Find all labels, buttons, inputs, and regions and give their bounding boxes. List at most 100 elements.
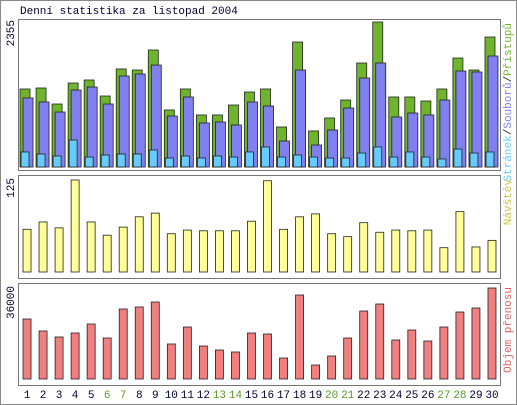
bar xyxy=(134,73,146,168)
legend: Objem přenosu xyxy=(503,287,515,373)
bar xyxy=(279,357,288,380)
bar xyxy=(277,156,286,168)
x-tick-label: 12 xyxy=(197,390,210,402)
x-tick-label: 21 xyxy=(341,390,355,402)
bar xyxy=(182,229,192,273)
bar xyxy=(343,236,353,273)
bar xyxy=(215,230,224,273)
bar xyxy=(439,247,449,273)
bar xyxy=(261,146,270,168)
x-tick-label: 4 xyxy=(72,390,79,402)
bar xyxy=(423,340,433,380)
bar xyxy=(485,151,495,168)
bar xyxy=(118,308,128,380)
panel xyxy=(18,175,501,279)
bar xyxy=(311,364,321,380)
x-tick-label: 25 xyxy=(405,390,418,402)
bar xyxy=(150,212,160,273)
bar xyxy=(102,337,112,380)
bar xyxy=(102,234,112,273)
panel xyxy=(18,19,501,171)
bar xyxy=(180,155,190,168)
legend: Návštěv xyxy=(503,179,515,226)
bar xyxy=(391,229,401,273)
bar xyxy=(439,326,449,380)
bar xyxy=(311,213,321,273)
bar xyxy=(166,343,176,380)
bar xyxy=(134,216,144,273)
x-tick-label: 20 xyxy=(325,390,338,402)
bar xyxy=(229,156,238,168)
x-tick-label: 15 xyxy=(245,390,258,402)
legend-separator: / xyxy=(503,76,515,83)
x-tick-label: 17 xyxy=(277,390,290,402)
bar xyxy=(263,333,272,380)
chart-title: Denní statistika za listopad 2004 xyxy=(20,6,238,18)
x-tick-label: 11 xyxy=(181,390,195,402)
x-tick-label: 28 xyxy=(453,390,466,402)
bar xyxy=(487,239,497,273)
bar xyxy=(86,86,98,168)
bar xyxy=(295,216,304,273)
bar xyxy=(309,156,319,168)
bar xyxy=(359,222,369,273)
bar xyxy=(421,156,431,168)
legend-separator: / xyxy=(503,129,515,136)
panel xyxy=(18,283,501,386)
x-tick-label: 10 xyxy=(165,390,178,402)
x-tick-label: 29 xyxy=(469,390,482,402)
bar xyxy=(247,332,256,380)
x-tick-label: 26 xyxy=(421,390,434,402)
bar xyxy=(231,230,240,273)
bar xyxy=(295,69,306,168)
bar xyxy=(86,221,96,273)
bar xyxy=(469,152,479,168)
x-tick-label: 19 xyxy=(309,390,322,402)
bar xyxy=(134,306,144,380)
bar xyxy=(325,157,335,168)
bar xyxy=(148,149,158,168)
bar xyxy=(375,303,385,380)
x-tick-label: 16 xyxy=(261,390,274,402)
bar xyxy=(487,55,499,168)
bar xyxy=(213,155,222,168)
legend: Stránek/Souborů/Přístupů xyxy=(502,23,515,181)
bar xyxy=(166,233,176,273)
x-tick-label: 18 xyxy=(293,390,306,402)
x-tick-label: 9 xyxy=(152,390,159,402)
bar xyxy=(38,330,48,380)
bar xyxy=(196,157,206,168)
legend-entry: Souborů xyxy=(502,82,515,128)
bar xyxy=(343,337,353,380)
bar xyxy=(70,179,80,273)
legend-entry: Přístupů xyxy=(502,23,515,76)
bar xyxy=(182,326,192,380)
x-tick-label: 3 xyxy=(56,390,63,402)
bar xyxy=(423,229,433,273)
bar xyxy=(437,158,447,168)
bar xyxy=(359,310,369,380)
bar xyxy=(22,228,32,273)
bar xyxy=(100,154,110,168)
bar xyxy=(215,349,224,380)
bar xyxy=(132,153,142,168)
x-tick-label: 27 xyxy=(437,390,450,402)
bar xyxy=(38,221,48,273)
x-tick-label: 24 xyxy=(389,390,403,402)
y-tick-label: 125 xyxy=(6,178,18,198)
bar xyxy=(439,99,451,168)
bar xyxy=(327,233,337,273)
bar xyxy=(405,151,415,168)
bar xyxy=(279,228,288,273)
bar xyxy=(293,154,302,168)
x-tick-label: 1 xyxy=(24,390,31,402)
bar xyxy=(357,152,367,168)
x-tick-label: 6 xyxy=(104,390,111,402)
bar xyxy=(245,151,254,168)
bar xyxy=(118,226,128,273)
bar xyxy=(22,318,32,380)
x-tick-label: 22 xyxy=(357,390,370,402)
bar xyxy=(407,329,417,380)
x-tick-label: 7 xyxy=(120,390,127,402)
